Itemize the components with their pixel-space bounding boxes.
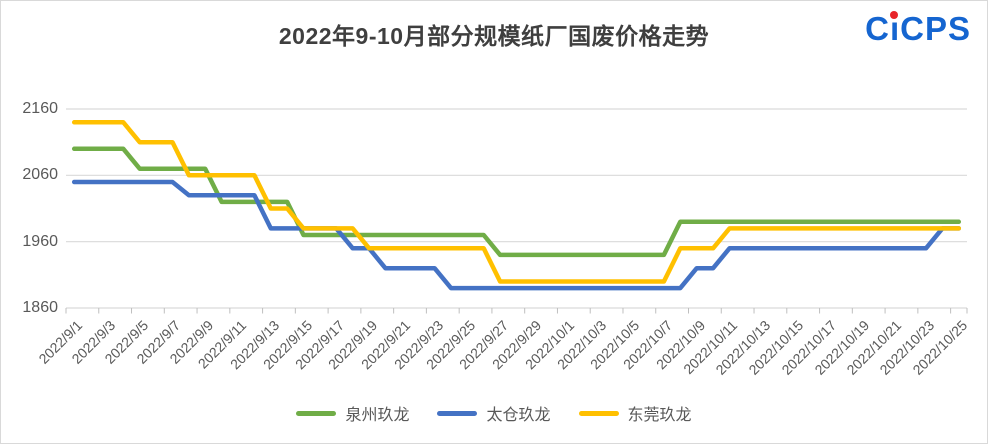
legend-label: 东莞玖龙	[627, 407, 692, 424]
cicps-logo: CıCPS	[865, 7, 971, 51]
logo-red-dot-icon	[890, 11, 899, 19]
legend-item-taicang-jiulong: 太仓玖龙	[437, 401, 551, 425]
legend-item-dongguan-jiulong: 东莞玖龙	[578, 401, 692, 425]
series-line-dongguan-jiulong	[71, 120, 962, 284]
y-axis-label: 2160	[22, 100, 58, 117]
legend-line-swatch-green	[296, 410, 337, 416]
legend-item-quanzhou-jiulong: 泉州玖龙	[296, 401, 409, 425]
legend-label: 太仓玖龙	[486, 407, 551, 424]
legend-line-swatch-blue	[437, 410, 478, 416]
legend-label: 泉州玖龙	[345, 407, 410, 424]
legend-line-swatch-yellow	[578, 410, 619, 416]
y-axis-label: 1960	[22, 232, 58, 250]
series-line-quanzhou-jiulong	[71, 146, 962, 258]
y-axis-label: 1860	[22, 299, 58, 316]
legend: 泉州玖龙 太仓玖龙 东莞玖龙	[1, 401, 987, 425]
chart-title: 2022年9-10月部分规模纸厂国废价格走势	[278, 23, 710, 49]
cicps-logo-text: CıCPS	[865, 10, 971, 47]
series-line-taicang-jiulong	[71, 179, 962, 291]
y-axis-label: 2060	[22, 166, 58, 184]
